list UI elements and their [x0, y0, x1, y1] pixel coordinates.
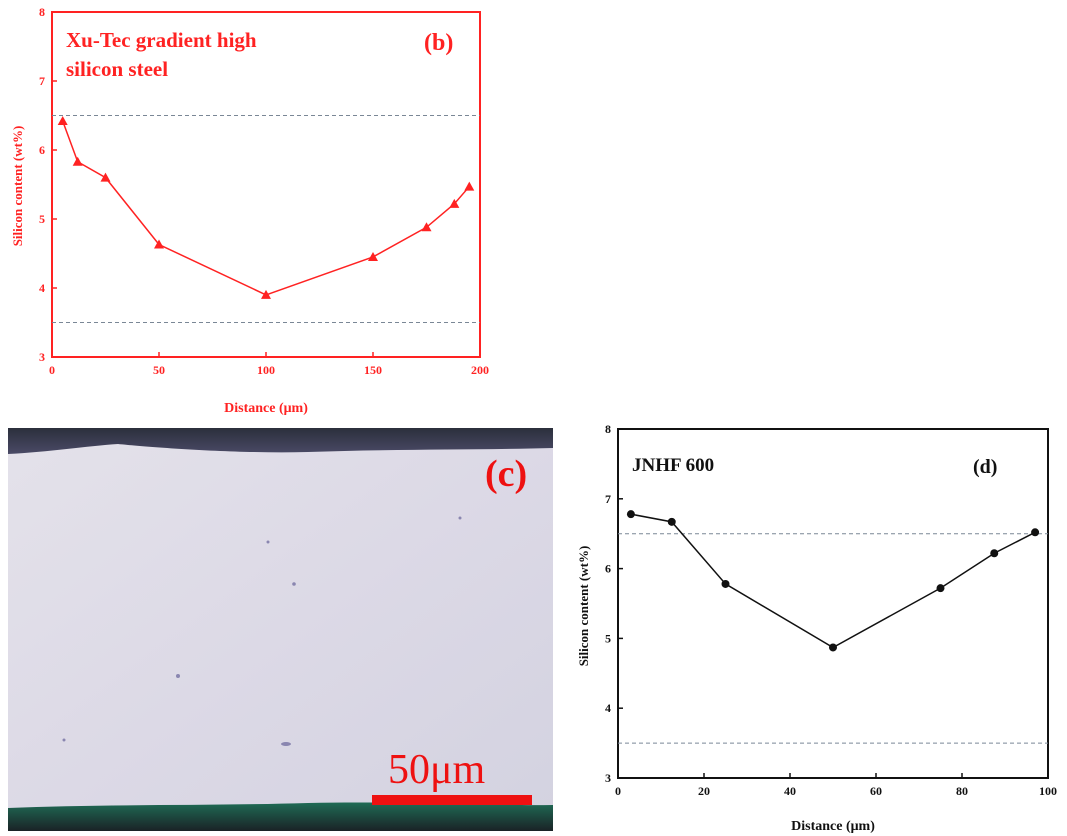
- inclusion: [458, 516, 462, 520]
- data-point: [449, 198, 460, 208]
- y-tick-label: 7: [39, 74, 45, 88]
- y-tick-label: 5: [39, 212, 45, 226]
- panel-label-c: (c): [485, 453, 527, 495]
- series-line: [61, 120, 470, 296]
- inclusion: [292, 582, 296, 586]
- x-tick-label: 50: [153, 363, 165, 377]
- data-point: [154, 239, 164, 249]
- x-tick-label: 20: [698, 784, 710, 798]
- data-point: [990, 549, 999, 558]
- data-point: [829, 643, 837, 652]
- series-points: [57, 116, 475, 299]
- y-tick-label: 4: [605, 701, 611, 715]
- data-point: [100, 172, 111, 182]
- y-axis-label: Silicon content (wt%): [576, 546, 591, 667]
- data-point: [464, 181, 475, 191]
- x-tick-label: 0: [615, 784, 621, 798]
- data-point: [626, 510, 635, 519]
- chart-title-line2: silicon steel: [66, 57, 168, 81]
- data-point: [57, 116, 68, 126]
- axis-ticks: 0 20 40 60 80 100 3 4 5 6 7 8: [605, 422, 1057, 798]
- inclusion: [281, 742, 291, 746]
- inclusion: [176, 674, 180, 678]
- y-tick-label: 3: [39, 350, 45, 364]
- series-points: [626, 510, 1040, 652]
- data-point: [1031, 528, 1040, 537]
- data-point: [721, 579, 730, 588]
- chart-d: 0 20 40 60 80 100 3 4 5 6 7 8 JNHF 600 (d) Distance…: [576, 422, 1057, 834]
- data-point: [421, 222, 432, 232]
- data-point: [667, 517, 676, 526]
- scale-bar: [372, 795, 532, 805]
- y-tick-label: 6: [605, 562, 611, 576]
- data-point: [368, 251, 378, 261]
- x-tick-label: 40: [784, 784, 796, 798]
- scale-bar-label: 50μm: [388, 747, 486, 793]
- micrograph-image: (c) 50μm: [8, 428, 553, 831]
- x-tick-label: 200: [471, 363, 489, 377]
- top-oxide-layer: [8, 428, 553, 454]
- bottom-oxide-layer: [8, 802, 553, 831]
- x-tick-label: 150: [364, 363, 382, 377]
- x-tick-label: 80: [956, 784, 968, 798]
- y-tick-label: 6: [39, 143, 45, 157]
- y-tick-label: 4: [39, 281, 45, 295]
- panel-label-d: (d): [973, 456, 997, 478]
- y-axis-label: Silicon content (wt%): [10, 126, 25, 247]
- panel-label-b: (b): [424, 30, 453, 56]
- y-tick-label: 8: [39, 5, 45, 19]
- y-tick-label: 3: [605, 771, 611, 785]
- inclusion: [266, 540, 270, 544]
- y-tick-label: 5: [605, 631, 611, 645]
- x-tick-label: 60: [870, 784, 882, 798]
- y-tick-label: 7: [605, 492, 611, 506]
- x-axis-label: Distance (μm): [791, 819, 875, 834]
- data-point: [261, 289, 271, 299]
- x-axis-label: Distance (μm): [224, 401, 308, 416]
- x-tick-label: 0: [49, 363, 55, 377]
- chart-title: JNHF 600: [632, 455, 714, 476]
- axis-ticks: 0 50 100 150 200 3 4 5 6 7 8: [39, 5, 489, 377]
- x-tick-label: 100: [1039, 784, 1057, 798]
- chart-title-line1: Xu-Tec gradient high: [66, 28, 257, 52]
- y-tick-label: 8: [605, 422, 611, 436]
- x-tick-label: 100: [257, 363, 275, 377]
- data-point: [936, 584, 945, 593]
- inclusion: [62, 738, 66, 742]
- data-point: [72, 156, 83, 166]
- plot-frame: [617, 428, 1049, 779]
- steel-cross-section: [8, 428, 553, 831]
